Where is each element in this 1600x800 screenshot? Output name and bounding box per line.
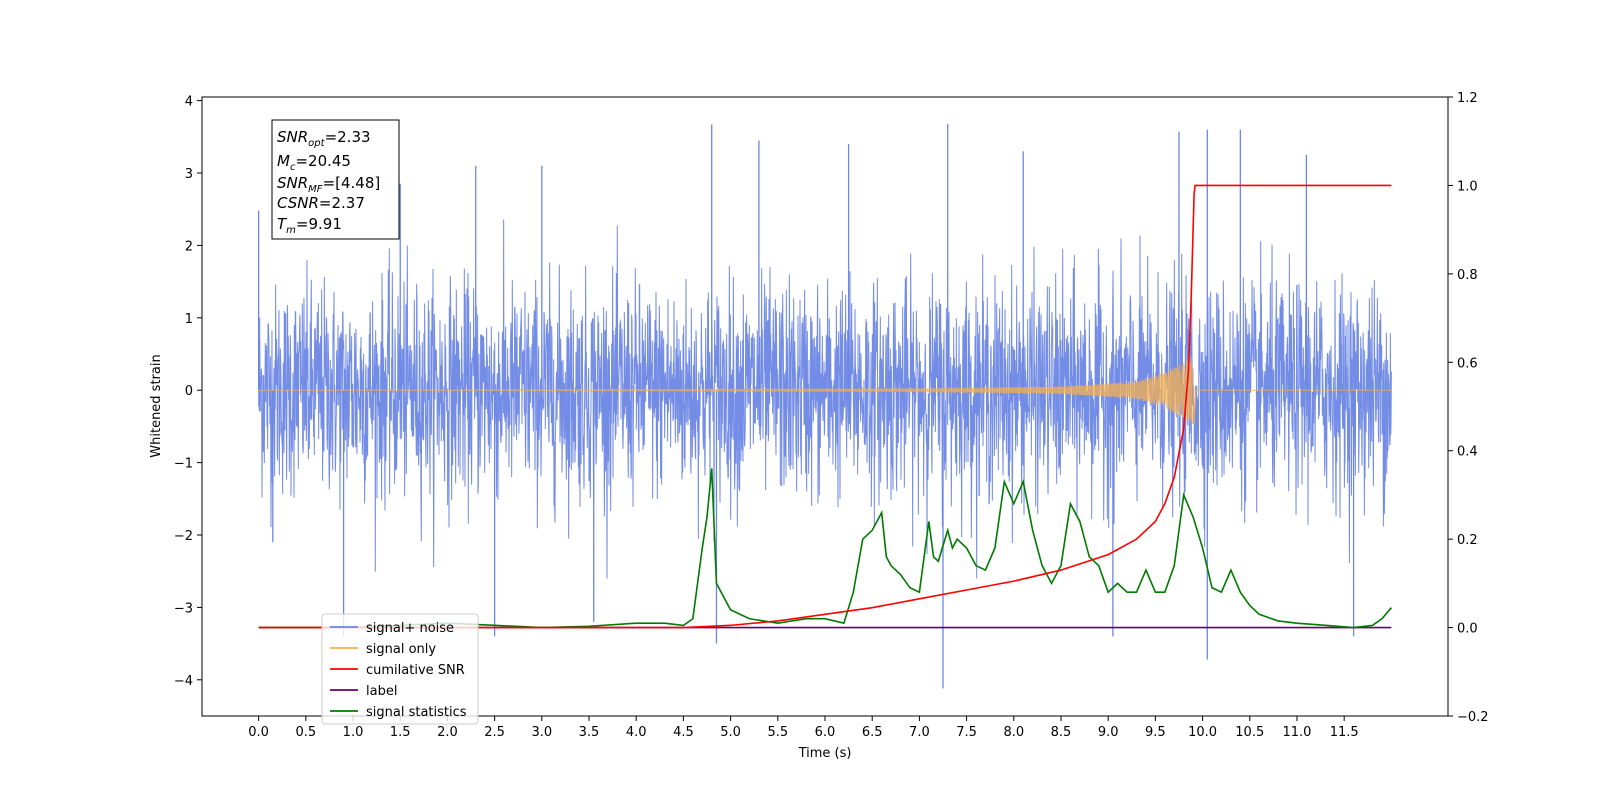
y-axis-label: Whitened strain xyxy=(149,354,164,457)
x-tick-label: 4.5 xyxy=(673,725,694,740)
annotation-snr-opt: SNRopt=2.33 xyxy=(277,128,371,149)
x-tick-label: 1.5 xyxy=(390,725,411,740)
x-tick-label: 5.0 xyxy=(720,725,741,740)
legend-label: label xyxy=(366,684,397,699)
x-tick-label: 1.0 xyxy=(343,725,364,740)
series-signal-only xyxy=(258,357,1392,425)
annotation-box: SNRopt=2.33 Mc=20.45 SNRMF=[4.48] CSNR=2… xyxy=(271,119,400,240)
x-tick-label: 8.5 xyxy=(1051,725,1072,740)
x-tick-label: 8.0 xyxy=(1003,725,1024,740)
annotation-snr-mf: SNRMF=[4.48] xyxy=(277,174,380,195)
x-tick-label: 6.0 xyxy=(815,725,836,740)
series-signal-statistics xyxy=(258,468,1392,629)
y2-tick-label: 1.0 xyxy=(1457,179,1478,194)
x-tick-label: 0.5 xyxy=(295,725,316,740)
legend-label: cumilative SNR xyxy=(366,663,465,678)
annotation-mc: Mc=20.45 xyxy=(277,152,351,173)
x-tick-label: 3.0 xyxy=(531,725,552,740)
legend-label: signal only xyxy=(366,642,436,657)
x-tick-label: 10.5 xyxy=(1235,725,1264,740)
x-tick-label: 0.0 xyxy=(248,725,269,740)
y2-tick-label: 0.8 xyxy=(1457,268,1478,283)
y2-tick-label: 0.4 xyxy=(1457,445,1478,460)
x-tick-label: 7.5 xyxy=(956,725,977,740)
y-tick-label: −1 xyxy=(174,457,193,472)
x-tick-label: 4.0 xyxy=(626,725,647,740)
y2-tick-label: 0.6 xyxy=(1457,356,1478,371)
y-axis-right: 1.2 1.0 0.8 0.6 0.4 0.2 0.0 −0.2 xyxy=(1448,91,1489,725)
x-tick-label: 5.5 xyxy=(767,725,788,740)
legend-label: signal+ noise xyxy=(366,621,454,636)
legend: signal+ noise signal only cumilative SNR la… xyxy=(321,613,479,725)
y-tick-label: 3 xyxy=(185,167,193,182)
y-tick-label: 1 xyxy=(185,312,193,327)
x-tick-label: 9.0 xyxy=(1098,725,1119,740)
x-tick-label: 7.0 xyxy=(909,725,930,740)
annotation-csnr: CSNR=2.37 xyxy=(277,194,365,212)
x-tick-label: 11.5 xyxy=(1330,725,1359,740)
y-tick-label: −4 xyxy=(174,674,193,689)
y2-tick-label: −0.2 xyxy=(1457,710,1489,725)
y2-tick-label: 0.2 xyxy=(1457,533,1478,548)
y-tick-label: −3 xyxy=(174,601,193,616)
x-tick-label: 2.0 xyxy=(437,725,458,740)
x-tick-label: 6.5 xyxy=(862,725,883,740)
y-tick-label: −2 xyxy=(174,529,193,544)
x-tick-label: 10.0 xyxy=(1188,725,1217,740)
y-axis-left: 4 3 2 1 0 −1 −2 −3 −4 xyxy=(174,95,202,689)
y-tick-label: 2 xyxy=(185,239,193,254)
x-tick-label: 3.5 xyxy=(579,725,600,740)
y-tick-label: 4 xyxy=(185,95,193,110)
y-tick-label: 0 xyxy=(185,384,193,399)
x-tick-label: 2.5 xyxy=(484,725,505,740)
series-signal-noise xyxy=(258,219,1392,579)
legend-label: signal statistics xyxy=(366,705,467,720)
x-axis: 0.0 0.5 1.0 1.5 2.0 2.5 3.0 3.5 4.0 4.5 5.0 5.5 6.0 6… xyxy=(248,716,1359,740)
x-tick-label: 11.0 xyxy=(1282,725,1311,740)
y2-tick-label: 0.0 xyxy=(1457,622,1478,637)
annotation-tm: Tm=9.91 xyxy=(277,215,342,236)
series-cumulative-snr xyxy=(258,184,1392,629)
x-tick-label: 9.5 xyxy=(1145,725,1166,740)
x-axis-label: Time (s) xyxy=(798,746,852,761)
y2-tick-label: 1.2 xyxy=(1457,91,1478,106)
